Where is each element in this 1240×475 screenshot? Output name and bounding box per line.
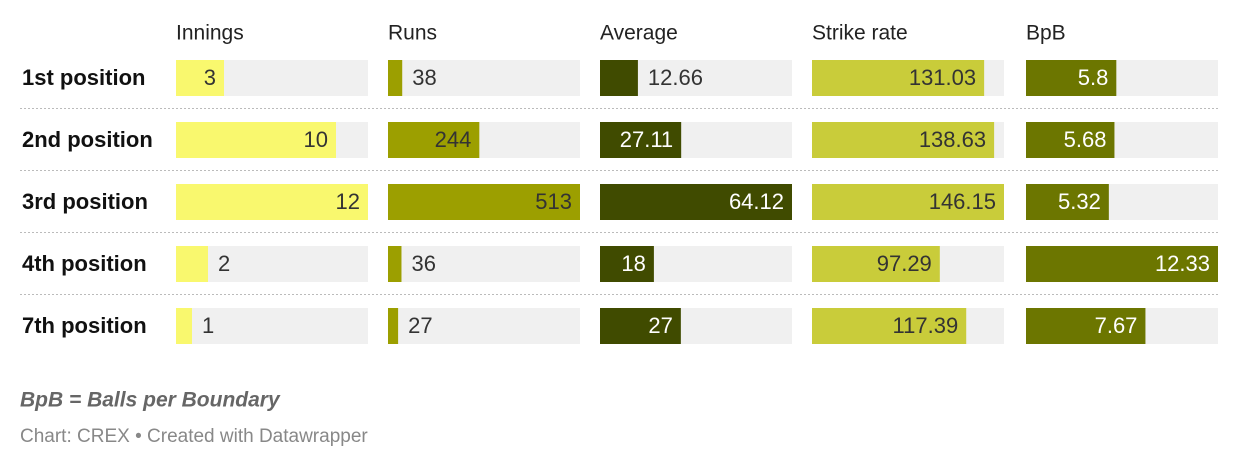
value-label: 38 bbox=[412, 65, 436, 90]
bar bbox=[600, 60, 638, 96]
bar bbox=[176, 60, 224, 96]
value-label: 244 bbox=[435, 127, 472, 152]
bar bbox=[388, 122, 480, 158]
bar bbox=[176, 246, 208, 282]
value-label: 5.32 bbox=[1058, 189, 1101, 214]
value-label: 10 bbox=[304, 127, 328, 152]
value-label: 12.33 bbox=[1155, 251, 1210, 276]
value-label: 27 bbox=[408, 313, 432, 338]
row-label: 3rd position bbox=[22, 189, 148, 214]
value-label: 18 bbox=[621, 251, 645, 276]
value-label: 12 bbox=[336, 189, 360, 214]
bar bbox=[812, 122, 995, 158]
value-label: 97.29 bbox=[877, 251, 932, 276]
bar bbox=[600, 184, 792, 220]
column-header: Average bbox=[600, 22, 678, 45]
value-label: 3 bbox=[204, 65, 216, 90]
bar bbox=[1026, 246, 1218, 282]
value-label: 5.68 bbox=[1064, 127, 1107, 152]
value-label: 513 bbox=[535, 189, 572, 214]
row-label: 4th position bbox=[22, 251, 147, 276]
bar bbox=[1026, 60, 1117, 96]
bar bbox=[812, 308, 967, 344]
bar bbox=[1026, 308, 1146, 344]
bar bbox=[388, 246, 402, 282]
value-label: 7.67 bbox=[1095, 313, 1138, 338]
column-header: Strike rate bbox=[812, 22, 908, 45]
bar bbox=[600, 308, 681, 344]
row-label: 2nd position bbox=[22, 127, 153, 152]
value-label: 117.39 bbox=[893, 313, 959, 338]
value-label: 12.66 bbox=[648, 65, 703, 90]
column-header: BpB bbox=[1026, 22, 1066, 45]
bar bbox=[600, 246, 654, 282]
value-label: 2 bbox=[218, 251, 230, 276]
bar-background bbox=[176, 308, 368, 344]
bar bbox=[812, 60, 985, 96]
value-label: 27.11 bbox=[620, 127, 673, 152]
bar bbox=[600, 122, 682, 158]
value-label: 138.63 bbox=[919, 127, 986, 152]
bar bbox=[388, 184, 580, 220]
bar-background bbox=[388, 308, 580, 344]
bar bbox=[176, 308, 192, 344]
footnote: BpB = Balls per Boundary bbox=[20, 389, 281, 412]
bar-background bbox=[388, 60, 580, 96]
bar bbox=[812, 184, 1004, 220]
bar bbox=[388, 308, 399, 344]
bar bbox=[812, 246, 940, 282]
value-label: 64.12 bbox=[729, 189, 784, 214]
value-label: 1 bbox=[202, 313, 214, 338]
value-label: 27 bbox=[648, 313, 672, 338]
value-label: 5.8 bbox=[1078, 65, 1109, 90]
column-header: Innings bbox=[176, 22, 244, 45]
source: Chart: CREX • Created with Datawrapper bbox=[20, 426, 368, 447]
value-label: 146.15 bbox=[929, 189, 996, 214]
bar bbox=[176, 122, 336, 158]
value-label: 131.03 bbox=[909, 65, 976, 90]
column-header: Runs bbox=[388, 22, 437, 45]
bar bbox=[1026, 184, 1109, 220]
row-label: 1st position bbox=[22, 65, 145, 90]
bar bbox=[176, 184, 368, 220]
value-label: 36 bbox=[411, 251, 435, 276]
row-label: 7th position bbox=[22, 313, 147, 338]
bar bbox=[1026, 122, 1115, 158]
bar bbox=[388, 60, 403, 96]
bar-background bbox=[388, 246, 580, 282]
